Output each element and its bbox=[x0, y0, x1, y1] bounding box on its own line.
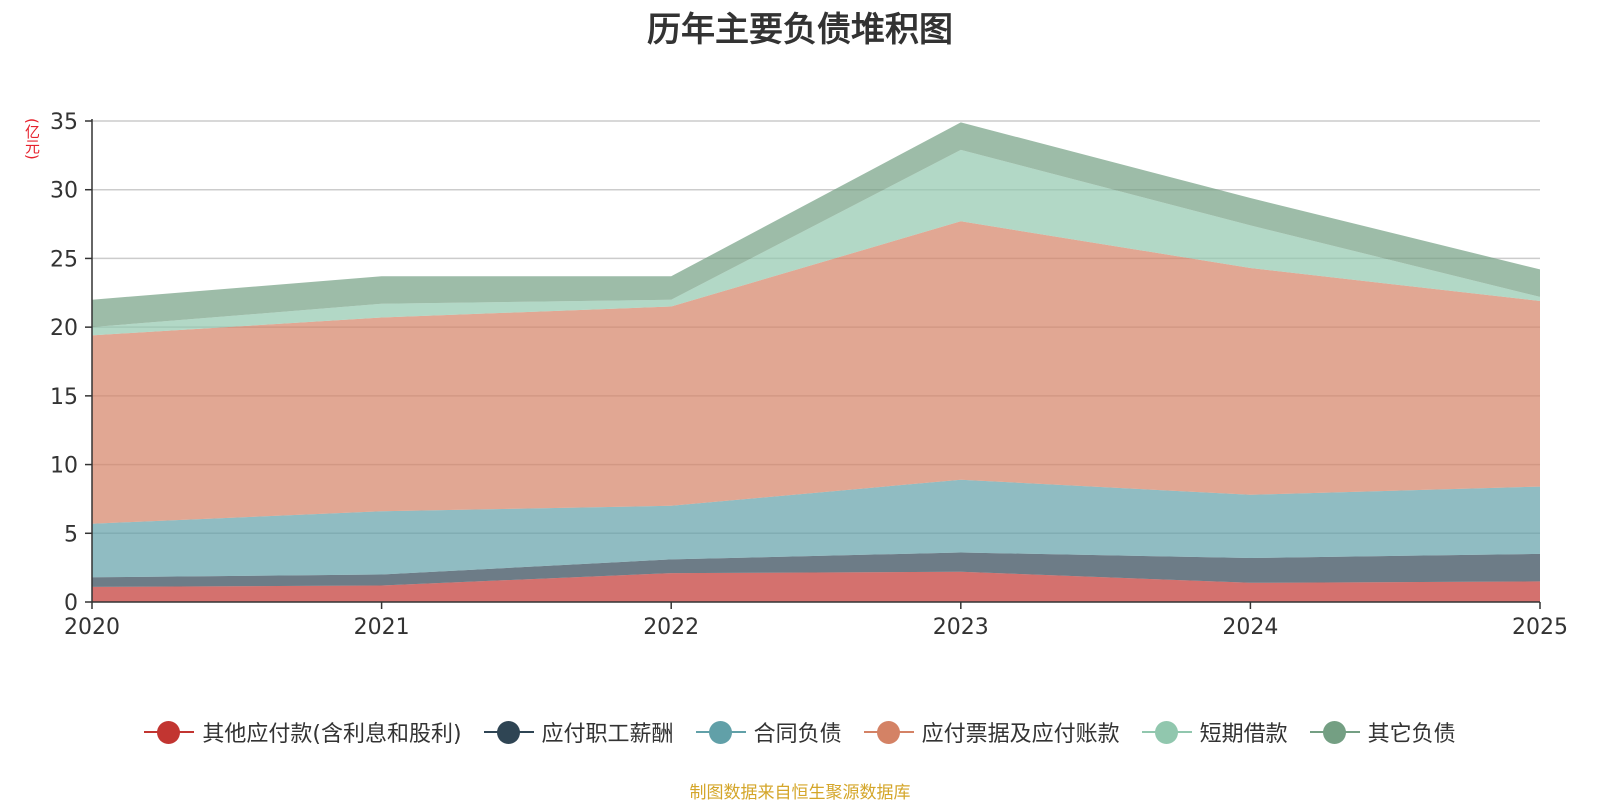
y-tick-label: 15 bbox=[50, 385, 78, 410]
legend-item[interactable]: 其它负债 bbox=[1309, 716, 1456, 748]
data-source-note: 制图数据来自恒生聚源数据库 bbox=[689, 783, 911, 803]
legend-label: 应付职工薪酬 bbox=[541, 722, 674, 747]
legend-label: 合同负债 bbox=[753, 722, 842, 747]
x-tick-label: 2025 bbox=[1512, 615, 1568, 640]
legend-label: 应付票据及应付账款 bbox=[921, 722, 1120, 747]
legend-marker-icon bbox=[863, 720, 914, 744]
x-tick-label: 2022 bbox=[643, 615, 699, 640]
area-series-1[interactable] bbox=[92, 571, 1540, 602]
y-axis-unit-label: (亿元) bbox=[23, 118, 41, 160]
area-series-5[interactable] bbox=[92, 149, 1540, 336]
area-series-6[interactable] bbox=[92, 122, 1540, 328]
area-series bbox=[92, 122, 1540, 602]
y-tick-label: 25 bbox=[50, 247, 78, 272]
legend-item[interactable]: 其他应付款(含利息和股利) bbox=[144, 716, 462, 748]
legend-label: 其他应付款(含利息和股利) bbox=[202, 722, 462, 747]
legend-marker-icon bbox=[144, 720, 195, 744]
legend-marker-icon bbox=[1141, 720, 1192, 744]
x-tick-label: 2023 bbox=[933, 615, 989, 640]
x-tick-label: 2020 bbox=[64, 615, 120, 640]
area-series-3[interactable] bbox=[92, 479, 1540, 578]
area-series-4[interactable] bbox=[92, 221, 1540, 524]
y-tick-label: 0 bbox=[64, 591, 78, 616]
legend: 其他应付款(含利息和股利) 应付职工薪酬 合同负债 应付票据及应付账款 短期借款 其它负债 bbox=[0, 716, 1600, 748]
chart-title: 历年主要负债堆积图 bbox=[647, 10, 953, 50]
y-tick-label: 30 bbox=[50, 179, 78, 204]
y-tick-label: 5 bbox=[64, 522, 78, 547]
legend-marker-icon bbox=[483, 720, 534, 744]
y-tick-label: 35 bbox=[50, 110, 78, 135]
y-tick-label: 20 bbox=[50, 316, 78, 341]
area-series-2[interactable] bbox=[92, 552, 1540, 587]
legend-item[interactable]: 应付票据及应付账款 bbox=[863, 716, 1120, 748]
legend-marker-icon bbox=[1309, 720, 1360, 744]
legend-label: 短期借款 bbox=[1199, 722, 1288, 747]
x-tick-label: 2021 bbox=[354, 615, 410, 640]
x-tick-label: 2024 bbox=[1222, 615, 1278, 640]
y-tick-label: 10 bbox=[50, 454, 78, 479]
legend-item[interactable]: 短期借款 bbox=[1141, 716, 1288, 748]
legend-label: 其它负债 bbox=[1367, 722, 1456, 747]
legend-item[interactable]: 应付职工薪酬 bbox=[483, 716, 674, 748]
legend-marker-icon bbox=[695, 720, 746, 744]
legend-item[interactable]: 合同负债 bbox=[695, 716, 842, 748]
